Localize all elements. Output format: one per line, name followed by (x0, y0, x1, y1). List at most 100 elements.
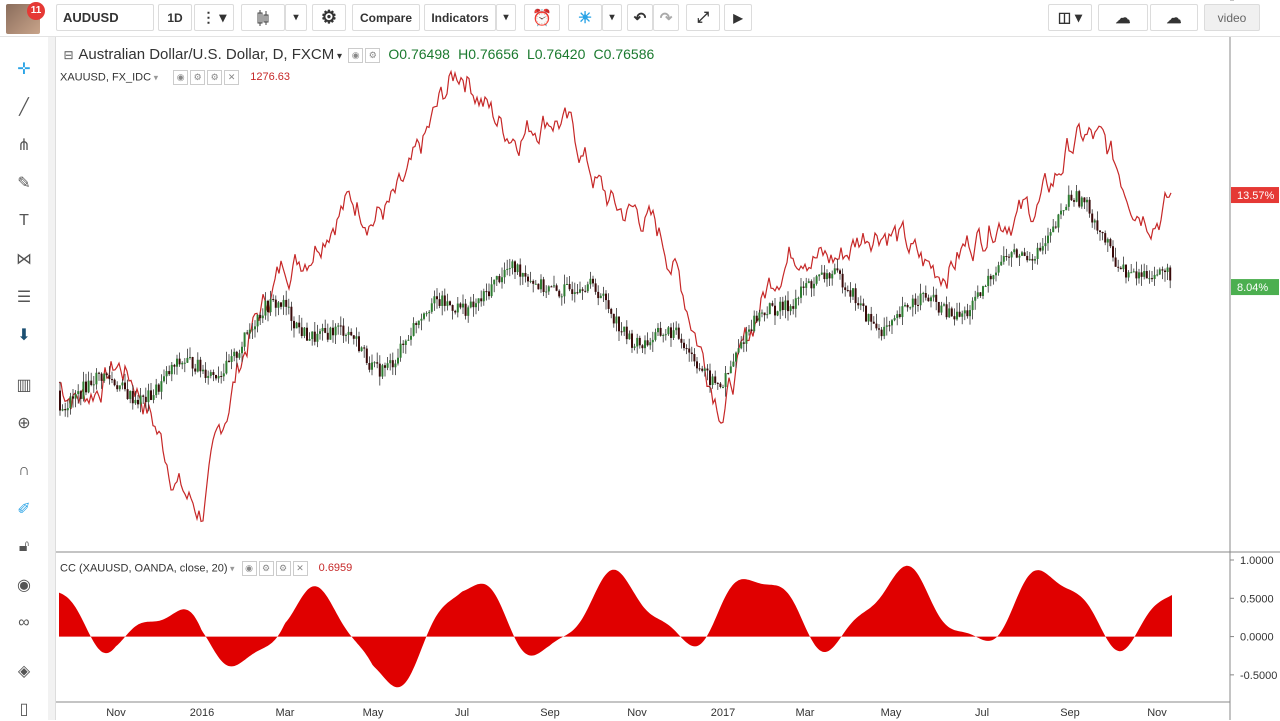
candle-body (251, 329, 254, 331)
overlay-gear-icon[interactable]: ⚙ (207, 70, 223, 85)
candle-body (805, 283, 808, 288)
layout-icon[interactable]: ◫ ▾ (1048, 4, 1092, 31)
time-tick-label: 2017 (711, 707, 735, 719)
candle-body (391, 360, 394, 368)
indicator-settings-icon[interactable]: ⚙ (258, 561, 274, 576)
link-icon[interactable]: ∞ (18, 614, 30, 631)
time-tick-label: Nov (627, 707, 647, 719)
cloud-upload-icon[interactable]: ☁ (1150, 4, 1198, 31)
candle-body (376, 362, 379, 364)
redo-icon[interactable]: ↷ (653, 4, 679, 31)
series-settings-icon[interactable]: ⚙ (365, 47, 381, 63)
trash-icon[interactable]: ▯ (19, 701, 29, 718)
eye-icon[interactable]: ◉ (17, 577, 31, 594)
candle-body (412, 323, 415, 336)
fullscreen-icon[interactable]: ⤢ (686, 4, 720, 31)
crosshair-icon[interactable]: ✛ (17, 61, 31, 78)
zoom-icon[interactable]: ⊕ (17, 415, 31, 432)
series-title[interactable]: Australian Dollar/U.S. Dollar, D, FXCM (78, 46, 335, 63)
candle-body (558, 290, 561, 297)
arrow-down-icon[interactable]: ⬇ (17, 327, 31, 344)
candle-body (940, 305, 943, 313)
visibility-icon[interactable]: ◉ (348, 47, 364, 63)
symbol-input[interactable]: AUDUSD (56, 4, 154, 31)
candle-body (758, 312, 761, 322)
measure-icon[interactable]: ▥ (16, 377, 32, 394)
trend-line-icon[interactable]: ╱ (19, 99, 29, 116)
collapse-icon[interactable]: ⊟ (63, 47, 74, 62)
sidebar-collapse-rail[interactable] (48, 37, 56, 720)
pattern-tool-icon[interactable]: ⋈ (16, 251, 32, 268)
interval-dropdown-icon[interactable]: ⋮ ▾ (194, 4, 234, 31)
overlay-eye-icon[interactable]: ◉ (173, 70, 189, 85)
bulb-icon[interactable]: ☀ (568, 4, 602, 31)
candle-body (716, 382, 719, 384)
indicator-value: 0.6959 (318, 562, 353, 575)
overlay-settings-icon[interactable]: ⚙ (190, 70, 206, 85)
candle-body (581, 289, 584, 291)
candle-body (472, 301, 475, 308)
candle-body (610, 308, 613, 314)
bulb-dropdown-icon[interactable]: ▾ (602, 4, 622, 31)
candle-body (589, 278, 592, 285)
undo-icon[interactable]: ↶ (627, 4, 653, 31)
settings-gear-icon[interactable]: ⚙ (312, 4, 346, 31)
candle-body (446, 301, 449, 306)
candle-body (599, 295, 602, 299)
prediction-tool-icon[interactable]: ☰ (16, 289, 32, 306)
magnet-icon[interactable]: ∩ (18, 462, 30, 479)
candle-body (995, 272, 997, 276)
video-button[interactable]: video (1204, 4, 1260, 31)
candle-body (501, 277, 503, 283)
interval-button[interactable]: 1D (158, 4, 192, 31)
compare-button[interactable]: Compare (352, 4, 420, 31)
candle-body (846, 289, 849, 291)
candle-body (1106, 239, 1109, 243)
lock-drawing-icon[interactable]: ✐ (17, 501, 31, 518)
alert-clock-icon[interactable]: ⏰ (524, 4, 560, 31)
layers-icon[interactable]: ◈ (17, 663, 31, 680)
chart-type-dropdown-icon[interactable]: ▾ (285, 4, 307, 31)
candles-icon[interactable] (241, 4, 285, 31)
candle-body (168, 371, 171, 375)
indicators-button[interactable]: Indicators (424, 4, 496, 31)
overlay-close-icon[interactable]: ✕ (224, 70, 240, 85)
candle-body (165, 371, 168, 377)
fib-tool-icon[interactable]: ⋔ (17, 137, 31, 154)
indicator-eye-icon[interactable]: ◉ (241, 561, 257, 576)
top-toolbar: 11 AUDUSD 1D ⋮ ▾ ▾ ⚙ Compare Indicators … (0, 0, 1280, 37)
cloud-download-icon[interactable]: ☁ (1098, 4, 1148, 31)
indicators-dropdown-icon[interactable]: ▾ (496, 4, 516, 31)
candle-body (644, 340, 646, 349)
candle-body (384, 365, 386, 368)
indicator-title[interactable]: CC (XAUUSD, OANDA, close, 20) (60, 562, 228, 575)
candle-body (865, 305, 867, 322)
candle-body (740, 342, 743, 349)
candle-body (196, 359, 199, 372)
price-tick-label: 2.00% (1238, 0, 1269, 3)
candle-body (527, 276, 529, 282)
text-tool-icon[interactable]: T (19, 212, 29, 229)
play-icon[interactable]: ▶ (724, 4, 752, 31)
candle-body (1101, 231, 1104, 234)
candle-body (901, 306, 904, 318)
time-tick-label: Sep (540, 707, 560, 719)
candle-body (1044, 243, 1047, 247)
indicator-gear-icon[interactable]: ⚙ (275, 561, 291, 576)
candle-body (1023, 252, 1026, 256)
brush-icon[interactable]: ✎ (17, 175, 31, 192)
candle-body (194, 368, 197, 372)
candle-body (693, 354, 696, 362)
candle-body (602, 293, 605, 296)
candle-body (1008, 256, 1010, 258)
candle-body (1067, 194, 1070, 207)
indicator-close-icon[interactable]: ✕ (292, 561, 308, 576)
candle-body (443, 295, 446, 306)
candle-body (131, 391, 134, 404)
overlay-symbol[interactable]: XAUUSD, FX_IDC (60, 71, 152, 84)
notification-badge[interactable]: 11 (27, 2, 45, 20)
lock-icon[interactable]: 🔓︎ (18, 538, 30, 555)
candle-body (95, 372, 98, 385)
candle-body (103, 373, 106, 381)
